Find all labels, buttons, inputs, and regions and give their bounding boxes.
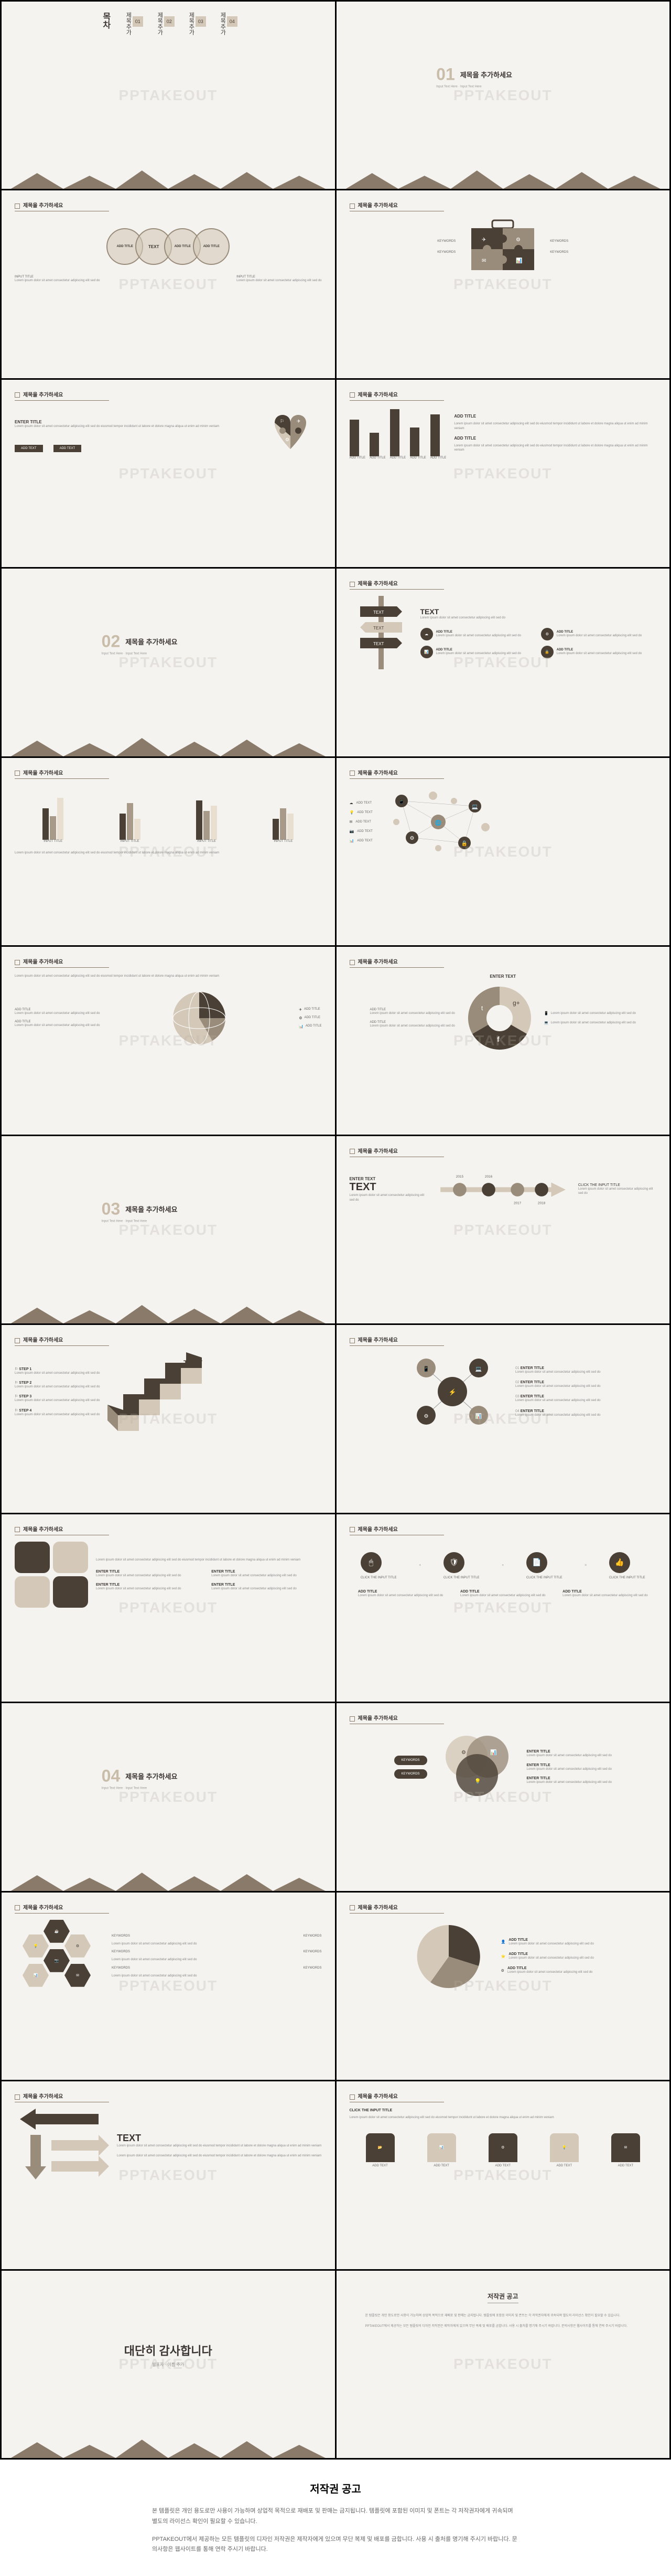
toc-heading: 목차: [93, 12, 118, 29]
slide-timeline: PPTAKEOUT 제목을 추가하세요 ENTER TEXT TEXT Lore…: [337, 1136, 670, 1323]
slide-puzzle-heart: PPTAKEOUT 제목을 추가하세요 ENTER TITLE Lorem ip…: [2, 380, 335, 567]
svg-text:💻: 💻: [475, 1366, 482, 1372]
toc-item: 01 제목추가: [118, 12, 149, 35]
svg-text:✈: ✈: [482, 237, 486, 243]
slide-puzzle-briefcase: PPTAKEOUT 제목을 추가하세요 KEYWORDS KEYWORDS ✈ …: [337, 190, 670, 378]
svg-text:2018: 2018: [538, 1201, 546, 1205]
grouped-bar-chart: INPUT TITLE INPUT TITLE INPUT TITLE INPU…: [15, 785, 322, 843]
svg-text:⚙: ⚙: [516, 237, 521, 243]
svg-text:TEXT: TEXT: [373, 626, 384, 630]
doc-icon: 📄: [526, 1552, 547, 1573]
slide-hexagons: PPTAKEOUT 제목을 추가하세요 ☕ 💡 ⚙ 📷 📊 ✉ KEYWORDS…: [2, 1893, 335, 2080]
svg-text:📊: 📊: [475, 1413, 482, 1419]
cluster-diagram: ⚡ 📱 💻 ⚙ 📊: [405, 1352, 500, 1431]
svg-text:TEXT: TEXT: [183, 1359, 202, 1367]
svg-text:⚙: ⚙: [461, 1750, 466, 1756]
toc-item: 03 제목추가: [181, 12, 212, 35]
arrow-label: ADD TEXT: [15, 445, 43, 452]
svg-text:TEXT: TEXT: [373, 610, 384, 615]
attribution-block: 저작권 공고 본 템플릿은 개인 용도로만 사용이 가능하며 상업적 목적으로 …: [0, 2460, 671, 2576]
svg-text:🔒: 🔒: [461, 840, 468, 847]
slide-venn: PPTAKEOUT 제목을 추가하세요 KEYWORDS KEYWORDS ⚙ …: [337, 1703, 670, 1890]
arrow-label: ADD TEXT: [53, 445, 82, 452]
svg-text:💡: 💡: [474, 1778, 481, 1784]
slide-section-03: PPTAKEOUT 03 제목을 추가하세요 Input Text Here ·…: [2, 1136, 335, 1323]
svg-text:2015: 2015: [456, 1175, 463, 1179]
thumb-icon: 👍: [609, 1552, 630, 1573]
toc-item: 02 제목추가: [149, 12, 181, 35]
shield-icon: 🛡: [443, 1552, 464, 1573]
section-title: 제목을 추가하세요: [460, 69, 512, 79]
svg-text:✈: ✈: [297, 419, 301, 424]
svg-text:g+: g+: [513, 999, 520, 1007]
slide-section-04: PPTAKEOUT 04 제목을 추가하세요 Input Text Here ·…: [2, 1703, 335, 1890]
slide-globe: PPTAKEOUT 제목을 추가하세요 Lorem ipsum dolor si…: [2, 947, 335, 1134]
svg-text:📱: 📱: [398, 798, 405, 805]
slide-arrow-flow: PPTAKEOUT 제목을 추가하세요 TEXT Lorem ipsum dol…: [2, 2081, 335, 2269]
toc-item: 04 제목추가: [212, 12, 244, 35]
slide-icon-row: PPTAKEOUT 제목을 추가하세요 🖱CLICK THE INPUT TIT…: [337, 1514, 670, 1702]
svg-text:⚡: ⚡: [449, 1388, 457, 1396]
cursor-icon: 🖱: [361, 1552, 382, 1573]
attribution-title: 저작권 공고: [31, 2481, 640, 2496]
slide-grouped-bars: PPTAKEOUT 제목을 추가하세요 INPUT TITLE INPUT TI…: [2, 758, 335, 945]
network-diagram: 📱 💻 🌐 ⚙ 🔒: [381, 785, 496, 859]
svg-text:f: f: [497, 1035, 500, 1043]
svg-text:✉: ✉: [482, 258, 486, 264]
slide-attribution-preview: PPTAKEOUT 저작권 공고 본 템플릿은 개인 용도로만 사용이 가능하며…: [337, 2271, 670, 2458]
thanks-title: 대단히 감사합니다: [124, 2342, 212, 2359]
venn-diagram: ⚙ 📊 💡: [435, 1730, 519, 1804]
pie-chart: [412, 1920, 485, 1993]
slide-stairs: PPTAKEOUT 제목을 추가하세요 ⚐ STEP 1Lorem ipsum …: [2, 1325, 335, 1512]
svg-text:📱: 📱: [423, 1365, 429, 1372]
svg-text:⚙: ⚙: [409, 836, 414, 841]
svg-text:🌐: 🌐: [435, 819, 441, 826]
slide-pie-chart: PPTAKEOUT 제목을 추가하세요 👤ADD TITLELorem ipsu…: [337, 1893, 670, 2080]
svg-text:⚐: ⚐: [280, 419, 284, 424]
slide-toc: PPTAKEOUT 목차 01 제목추가 02 제목추가 03 제목추가 04 …: [2, 2, 335, 189]
slide-network: PPTAKEOUT 제목을 추가하세요 ☁ADD TEXT 💡ADD TEXT …: [337, 758, 670, 945]
svg-text:2016: 2016: [485, 1175, 493, 1179]
slide-grid: PPTAKEOUT 목차 01 제목추가 02 제목추가 03 제목추가 04 …: [0, 0, 671, 2460]
svg-text:TEXT: TEXT: [373, 642, 384, 646]
section-number: 01: [436, 65, 455, 84]
svg-text:📊: 📊: [516, 257, 522, 264]
briefcase-puzzle-icon: ✈ ⚙ ✉ 📊: [466, 218, 539, 275]
slide-rounded-squares: PPTAKEOUT 제목을 추가하세요 Lorem ipsum dolor si…: [2, 1514, 335, 1702]
stairs-3d-icon: TEXT: [107, 1352, 212, 1431]
thanks-sub: 발표자 · 이름 추가: [124, 2362, 212, 2368]
slide-bar-chart-1: PPTAKEOUT 제목을 추가하세요 ADD TITLE ADD TITLE …: [337, 380, 670, 567]
svg-text:💻: 💻: [472, 804, 479, 810]
svg-text:⚙: ⚙: [424, 1414, 429, 1419]
svg-text:📊: 📊: [490, 1749, 496, 1756]
arrow-flow-icon: [15, 2109, 109, 2182]
svg-text:2017: 2017: [514, 1201, 522, 1205]
signpost-icon: TEXT TEXT TEXT: [350, 596, 413, 669]
mountains-decoration: [2, 168, 335, 189]
slide-pie-social: PPTAKEOUT 제목을 추가하세요 ENTER TEXT ADD TITLE…: [337, 947, 670, 1134]
slide-section-02: PPTAKEOUT 02 제목을 추가하세요 Input Text Here ·…: [2, 569, 335, 756]
slide-signpost: PPTAKEOUT 제목을 추가하세요 TEXT TEXT TEXT TEXT …: [337, 569, 670, 756]
pie-chart-social: g+ f t: [466, 984, 534, 1052]
timeline-arrow: 2015 2016 2017 2018: [436, 1163, 570, 1216]
globe-icon: [168, 987, 231, 1050]
svg-text:⚙: ⚙: [285, 437, 289, 442]
slide-section-01: PPTAKEOUT 01 제목을 추가하세요 Input Text Here ·…: [337, 2, 670, 189]
slide-thanks: PPTAKEOUT 대단히 감사합니다 발표자 · 이름 추가: [2, 2271, 335, 2458]
heart-puzzle-icon: ⚐ ✈ ⚙: [259, 407, 322, 465]
slide-tabs: PPTAKEOUT 제목을 추가하세요 CLICK THE INPUT TITL…: [337, 2081, 670, 2269]
slide-circles: PPTAKEOUT 제목을 추가하세요 ADD TITLE TEXT ADD T…: [2, 190, 335, 378]
bar-chart: ADD TITLE ADD TITLE ADD TITLE ADD TITLE …: [350, 407, 447, 459]
slide-node-cluster: PPTAKEOUT 제목을 추가하세요 ⚡ 📱 💻 ⚙ 📊 01 ENTER T…: [337, 1325, 670, 1512]
